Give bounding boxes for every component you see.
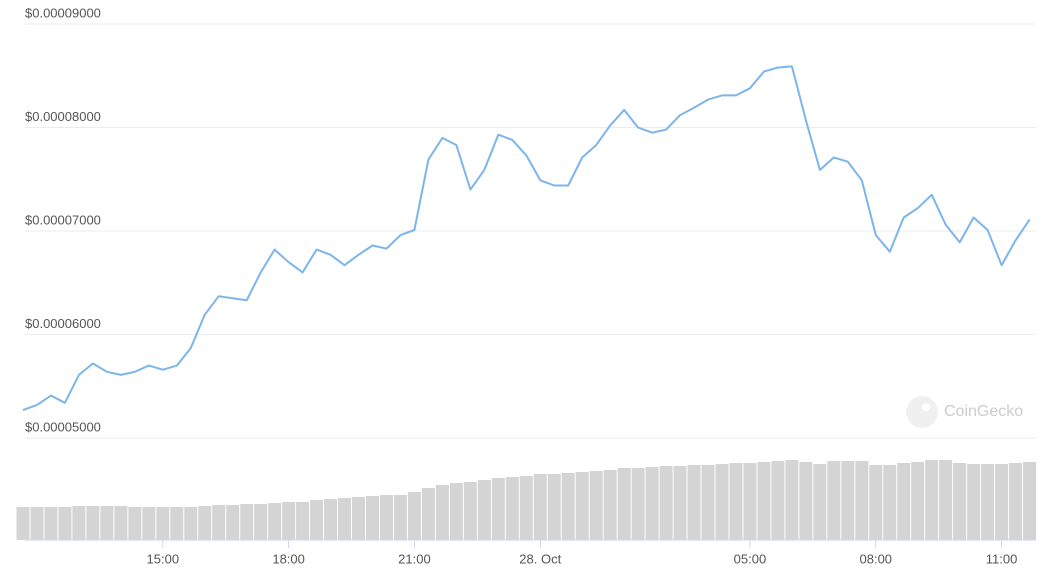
volume-bar	[645, 467, 659, 540]
volume-bar	[911, 462, 925, 540]
volume-bar	[603, 470, 617, 540]
volume-bar	[841, 461, 855, 540]
volume-bar	[184, 507, 198, 540]
volume-bar	[673, 466, 687, 540]
volume-bar	[240, 504, 254, 540]
volume-bar	[324, 499, 338, 540]
x-tick-label: 15:00	[147, 551, 180, 566]
volume-bar	[268, 503, 282, 540]
price-line	[22, 65, 1031, 412]
volume-bar	[421, 488, 435, 540]
x-tick-label: 08:00	[860, 551, 893, 566]
volume-bar	[729, 463, 743, 540]
volume-bar	[939, 460, 953, 540]
volume-bar	[855, 461, 869, 540]
volume-bar	[967, 464, 981, 540]
volume-bar	[100, 506, 114, 540]
volume-bar	[170, 507, 184, 540]
volume-bar	[827, 461, 841, 540]
volume-bar	[198, 506, 212, 540]
volume-bar	[1009, 463, 1023, 540]
volume-bar	[953, 463, 967, 540]
volume-bar	[617, 468, 631, 540]
volume-bar	[435, 485, 449, 540]
volume-bar	[212, 505, 226, 540]
volume-bar	[533, 474, 547, 540]
volume-bar	[128, 507, 142, 540]
watermark-logo	[906, 396, 938, 428]
volume-bar	[519, 476, 533, 540]
volume-bar	[226, 505, 240, 540]
volume-bar	[491, 478, 505, 540]
volume-bar	[869, 465, 883, 540]
volume-bar	[589, 471, 603, 540]
volume-bar	[757, 462, 771, 540]
volume-bar	[785, 460, 799, 540]
plot: $0.00005000 $0.00006000 $0.00007000 $0.0000…	[16, 5, 1037, 566]
x-tick-label: 11:00	[986, 551, 1018, 566]
volume-bar	[352, 497, 366, 540]
volume-bar	[44, 507, 58, 540]
volume-bar	[925, 460, 939, 540]
volume-bar	[631, 468, 645, 540]
volume-bar	[995, 464, 1009, 540]
volume-bar	[505, 477, 519, 540]
volume-bar	[86, 506, 100, 540]
volume-bar	[449, 483, 463, 540]
volume-bar	[743, 463, 757, 540]
volume-bar	[338, 498, 352, 540]
x-tick-label: 28. Oct	[519, 551, 561, 566]
volume-bar	[813, 464, 827, 540]
x-tick-label: 21:00	[398, 551, 431, 566]
volume-bar	[687, 465, 701, 540]
volume-bar	[701, 465, 715, 540]
watermark-logo-eye	[922, 403, 930, 411]
x-tick-label: 05:00	[734, 551, 767, 566]
volume-bar	[282, 502, 296, 540]
volume-bar	[897, 463, 911, 540]
y-tick-label: $0.00009000	[25, 5, 101, 20]
volume-bar	[366, 496, 379, 540]
volume-bar	[30, 507, 44, 540]
volume-bar	[575, 472, 589, 540]
volume-bar	[407, 492, 421, 540]
volume-bar	[463, 482, 477, 540]
volume-bar	[58, 507, 72, 540]
volume-bar	[1023, 462, 1037, 540]
y-tick-label: $0.00007000	[25, 212, 101, 227]
volume-bar	[72, 506, 86, 540]
volume-bar	[156, 507, 170, 540]
volume-bar	[477, 480, 491, 540]
volume-bar	[379, 495, 393, 540]
volume-bar	[561, 473, 575, 540]
volume-bar	[393, 495, 407, 540]
volume-bar	[799, 462, 813, 540]
volume-bar	[715, 464, 729, 540]
volume-bar	[16, 507, 30, 540]
y-tick-label: $0.00006000	[25, 316, 101, 331]
volume-bar	[659, 466, 673, 540]
volume-bar	[981, 464, 995, 540]
volume-bar	[310, 500, 324, 540]
volume-bar	[142, 507, 156, 540]
volume-bar	[296, 502, 310, 540]
volume-bar	[771, 461, 785, 540]
watermark: CoinGecko	[906, 396, 1023, 428]
volume-bar	[547, 474, 561, 540]
volume-bar	[114, 506, 128, 540]
y-tick-label: $0.00008000	[25, 109, 101, 124]
watermark-text: CoinGecko	[944, 403, 1023, 420]
volume-bar	[254, 504, 268, 540]
volume-bar	[883, 465, 897, 540]
x-tick-label: 18:00	[272, 551, 305, 566]
y-tick-label: $0.00005000	[25, 419, 101, 434]
